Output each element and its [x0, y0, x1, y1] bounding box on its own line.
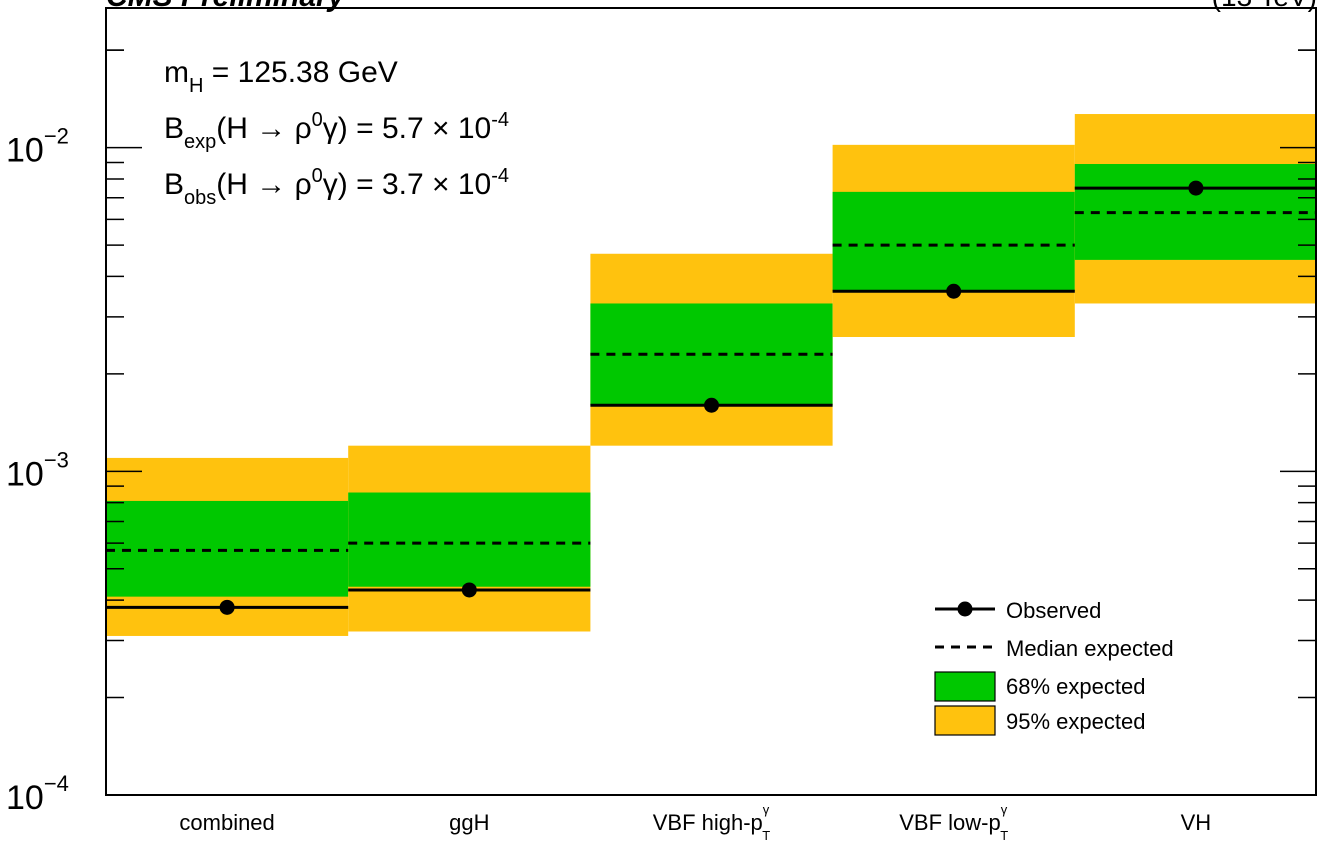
band-68-0: [106, 500, 349, 597]
legend: Observed Median expected 68% expected 95…: [934, 598, 1174, 736]
x-label-3: VBF low-pγ T: [899, 802, 1008, 843]
header-left: CMS Preliminary: [106, 0, 346, 13]
header-right: (13 TeV): [1212, 0, 1317, 12]
legend-observed-marker: [957, 601, 973, 617]
band-68-3: [832, 191, 1075, 292]
plot-frame: [105, 7, 1317, 796]
legend-observed-label: Observed: [1006, 598, 1101, 623]
y-tick-label-1: 10−3: [6, 447, 69, 493]
x-label-0: combined: [179, 810, 274, 835]
svg-text:Bobs(H → ρ0γ) = 3.7 × 10-4: Bobs(H → ρ0γ) = 3.7 × 10-4: [164, 165, 509, 209]
observed-point-1: [461, 582, 477, 598]
svg-text:mH = 125.38 GeV: mH = 125.38 GeV: [164, 56, 398, 97]
x-label-2: VBF high-pγ T: [653, 802, 771, 843]
observed-point-4: [1188, 180, 1204, 196]
plot-frame-rect: [105, 7, 1317, 796]
annotation-bobs: Bobs(H → ρ0γ) = 3.7 × 10-4: [164, 165, 509, 209]
observed-point-2: [704, 397, 719, 413]
bands-layer: [106, 114, 1317, 636]
x-label-1: ggH: [449, 810, 489, 835]
legend-95-swatch: [934, 705, 996, 736]
legend-95-label: 95% expected: [1006, 709, 1145, 734]
annotation-bexp: Bexp(H → ρ0γ) = 5.7 × 10-4: [164, 109, 509, 153]
observed-point-3: [946, 283, 962, 299]
band-68-1: [348, 492, 591, 587]
legend-68-swatch: [934, 671, 996, 702]
y-tick-label-2: 10−2: [6, 124, 69, 170]
lines-layer: [106, 180, 1317, 615]
legend-median-label: Median expected: [1006, 636, 1174, 661]
x-labels-layer: combined ggH VBF high-pγ T VBF low-pγ T VH: [179, 802, 1211, 843]
annotation-mass: mH = 125.38 GeV: [164, 56, 398, 97]
legend-68-label: 68% expected: [1006, 674, 1145, 699]
y-tick-label-0: 10−4: [6, 771, 69, 817]
x-label-4: VH: [1181, 810, 1212, 835]
observed-point-0: [219, 599, 235, 615]
y-ticks-layer: 10−4 10−3 10−2: [6, 49, 1316, 817]
svg-text:Bexp(H → ρ0γ) = 5.7 × 10-4: Bexp(H → ρ0γ) = 5.7 × 10-4: [164, 109, 509, 153]
